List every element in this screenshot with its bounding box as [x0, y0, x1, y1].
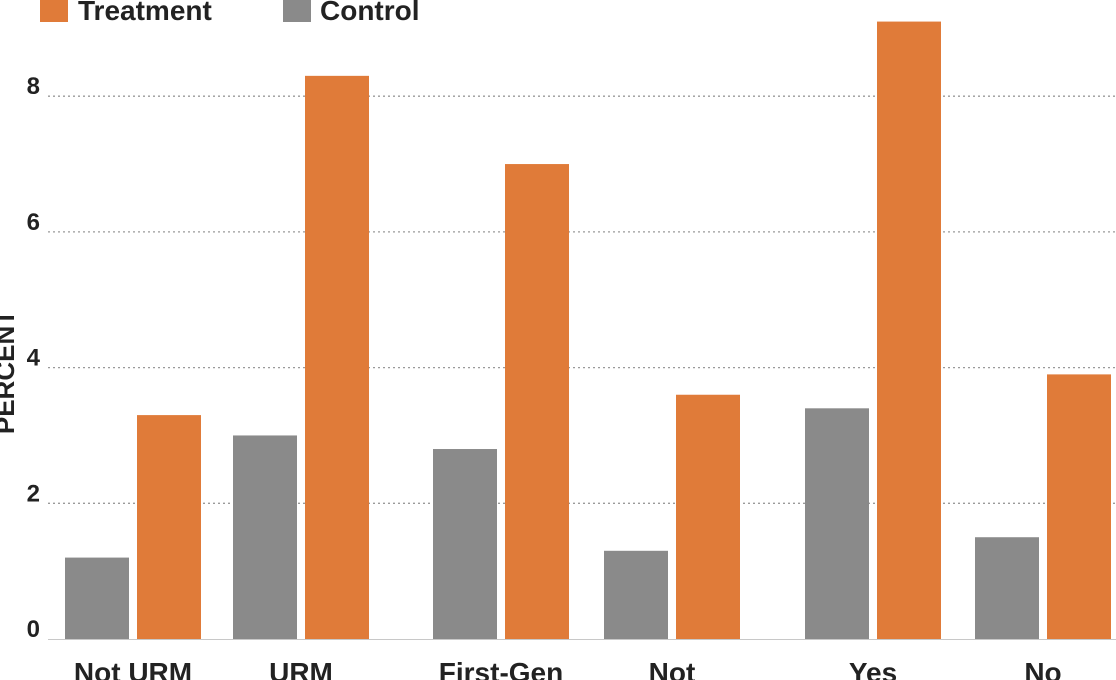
bar-control-not-urm	[65, 557, 129, 639]
x-category-label-yes: Yes	[849, 657, 897, 680]
y-tick-label-0: 0	[27, 616, 40, 643]
x-category-label-not-urm: Not URM	[74, 657, 192, 680]
bar-treatment-urm	[305, 75, 369, 639]
y-tick-label-8: 8	[27, 73, 40, 100]
y-tick-label-6: 6	[27, 209, 40, 236]
bar-control-urm	[233, 435, 297, 639]
legend-swatch-control	[283, 0, 311, 22]
grid-lines	[48, 95, 1116, 640]
bar-treatment-not-urm	[137, 415, 201, 639]
x-category-label-urm: URM	[269, 657, 333, 680]
x-category-label-not: Not	[649, 657, 696, 680]
legend-label-control: Control	[320, 0, 420, 26]
legend-swatch-treatment	[40, 0, 68, 22]
legend-label-treatment: Treatment	[78, 0, 212, 26]
bar-treatment-no	[1047, 374, 1111, 639]
x-axis-categories: Not URM URM First-Gen Not Yes No	[74, 657, 1062, 680]
bar-treatment-first-gen	[505, 164, 569, 639]
y-axis-ticks: 0 2 4 6 8	[27, 73, 41, 643]
bar-control-no	[975, 537, 1039, 639]
x-category-label-no: No	[1024, 657, 1061, 680]
bar-treatment-yes	[877, 21, 941, 640]
y-tick-label-4: 4	[27, 345, 41, 372]
bars	[65, 21, 1111, 640]
y-axis-label: PERCENT	[0, 310, 20, 434]
x-category-label-first-gen: First-Gen	[439, 657, 563, 680]
bar-control-yes	[805, 408, 869, 639]
bar-control-not	[604, 550, 668, 639]
legend: Treatment Control	[40, 0, 420, 26]
y-tick-label-2: 2	[27, 480, 40, 507]
bar-treatment-not	[676, 394, 740, 639]
bar-control-first-gen	[433, 449, 497, 639]
